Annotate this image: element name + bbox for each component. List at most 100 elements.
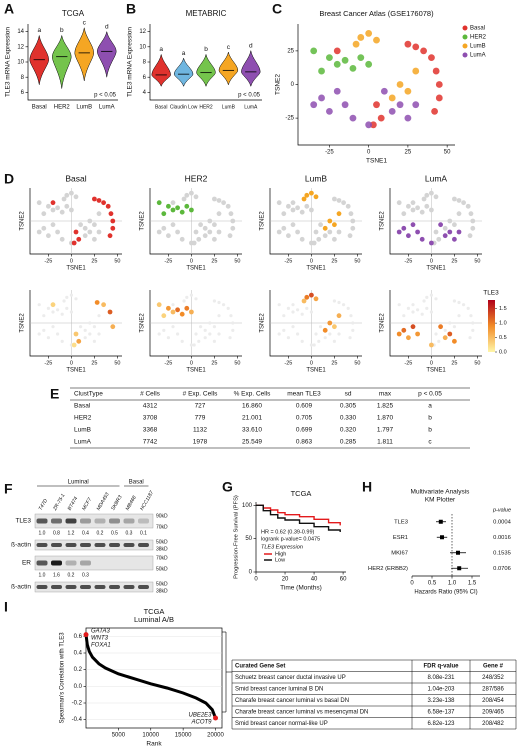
table-cell: 209/465 [482,709,504,715]
expression-point [107,309,113,315]
table-cell: 208/482 [482,721,504,727]
axis [29,290,122,357]
point [406,203,411,209]
point [88,332,92,336]
point [397,303,401,307]
panel-label: B [126,1,136,17]
point [295,205,300,211]
table-cell: 8.08e-231 [427,675,455,681]
x-tick-label: LumA [99,105,115,111]
point [161,211,167,217]
y-tick-label: 25 [287,48,294,54]
point [76,236,82,242]
y-axis-label: TSNE2 [20,211,26,231]
point [51,310,55,314]
point [92,339,96,343]
point [65,306,69,310]
y-tick-label: 6 [143,75,147,81]
x-tick-label: 0 [254,577,258,583]
band [36,543,48,547]
point [313,229,319,235]
blot-row-label: ß-actin [11,584,31,591]
point [156,229,162,235]
point [156,200,162,206]
point [64,192,70,198]
point [336,211,342,217]
point [337,332,341,336]
p-value: 0.0016 [493,535,511,541]
point [291,310,295,314]
expression-point [322,327,328,333]
highlight-dot [83,632,89,638]
point [208,321,212,325]
quantification: 1.0 [39,572,46,578]
point [277,303,281,307]
expression-point [71,342,77,348]
point [56,332,60,336]
point [341,101,349,109]
violin-body [173,58,194,88]
expression-point [396,331,402,337]
point [336,229,342,235]
expression-point [415,331,420,337]
p-value: 0.0706 [493,566,511,572]
expression-point [301,298,307,304]
point [457,314,461,318]
x-axis-label: Hazards Ratio (95% CI) [414,590,477,596]
x-tick-label: LumA [244,104,258,110]
quantification: 0.8 [53,530,60,536]
lane-label: MCF7 [81,497,93,512]
point [166,203,171,209]
y-tick-label: 0.4 [74,651,83,657]
point [231,328,235,332]
band [109,585,120,589]
axis [149,24,262,101]
point [42,314,46,318]
table-cell: 0.705 [296,415,313,422]
x-tick-label: 25 [331,258,337,264]
table-header: Gene # [483,663,504,669]
expression-point [327,320,333,326]
table-header: % Exp. Cells [234,391,272,398]
point [179,236,185,242]
point [192,343,196,347]
point [277,332,281,336]
point [429,240,434,246]
point [60,339,64,343]
y-tick-label: 0.6 [74,634,83,640]
point [207,229,213,235]
y-axis-label: TSNE2 [140,313,146,333]
point [357,54,365,62]
table-cell: HER2 [74,415,92,422]
table-cell: 1.04e-203 [427,686,455,692]
table-header: mean TLE3 [287,391,321,398]
point [74,297,78,301]
point [373,101,380,109]
point [452,299,456,303]
hazard-ratio [440,535,444,540]
point [435,81,443,88]
point [456,198,462,203]
violin-body [196,54,216,88]
band [36,560,48,566]
point [69,310,73,314]
band [51,585,62,589]
legend-label: HER2 [470,35,487,41]
quantification: 0.5 [111,530,118,536]
point [170,200,176,206]
y-tick-label: 10 [17,60,24,66]
point [332,236,337,242]
point [309,343,313,347]
x-tick-label: 1.5 [468,581,477,587]
x-tick-label: 0 [310,360,313,366]
mw-marker: 38kD [156,546,168,552]
x-tick-label: 25 [211,360,217,366]
blot-row-label: ER [22,560,31,567]
expression-point [442,335,448,341]
point [313,194,319,200]
band [36,518,48,524]
point [323,336,327,340]
x-axis-label: TSNE1 [426,266,446,272]
table-cell: 287/586 [482,686,504,692]
panel-label: D [4,171,14,187]
